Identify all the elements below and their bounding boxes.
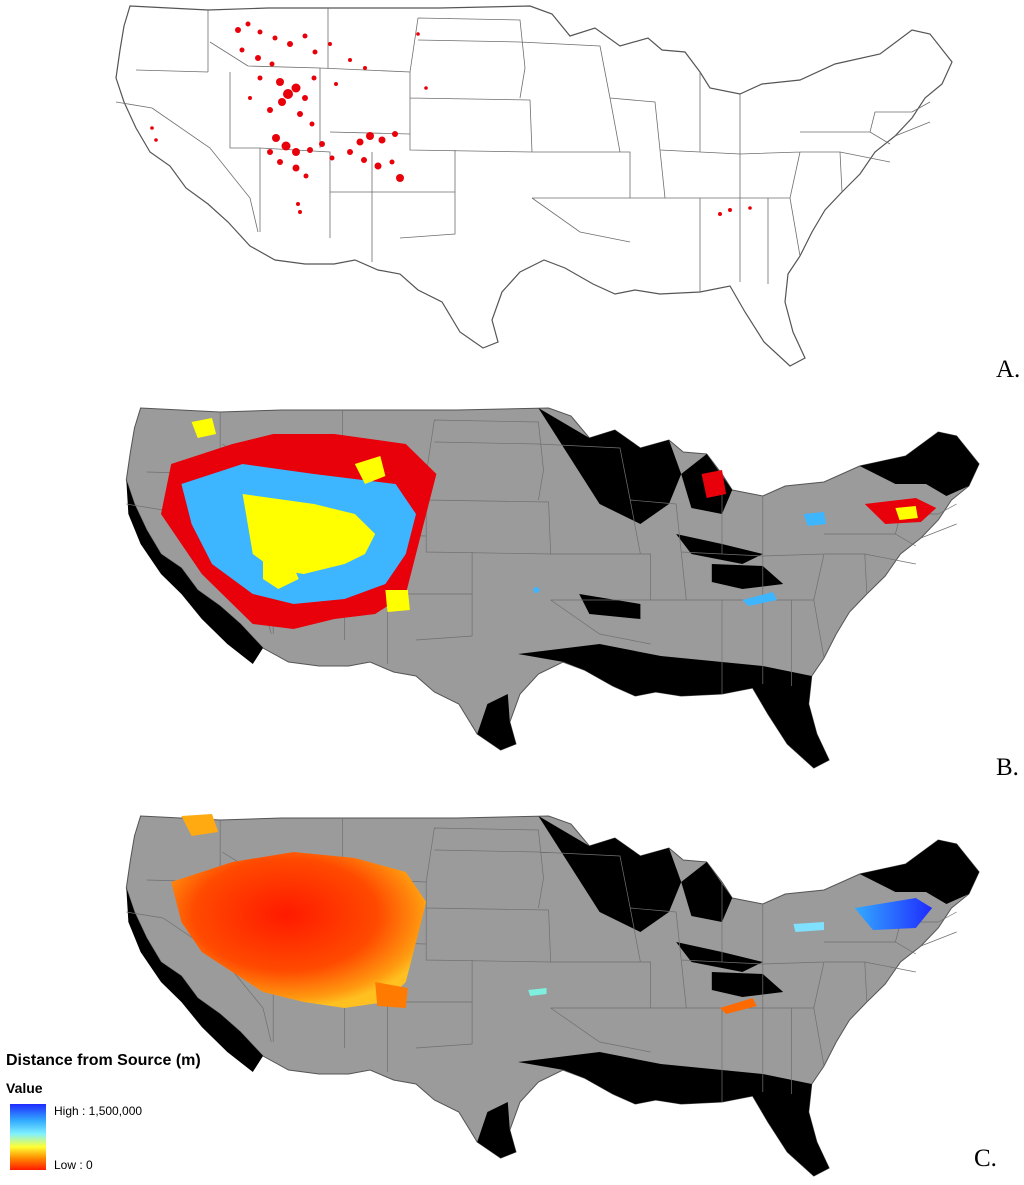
classified-suitability-map (125, 407, 980, 769)
legend-subtitle: Value (6, 1080, 43, 1096)
excluded-areas (126, 408, 980, 768)
occurrence-points (150, 21, 752, 216)
us-outline (115, 5, 953, 367)
distance-legend: Distance from Source (m) Value High : 1,… (6, 1052, 236, 1172)
legend-title: Distance from Source (m) (6, 1052, 201, 1069)
legend-low-label: Low : 0 (54, 1158, 93, 1172)
panel-a-letter: A. (996, 356, 1021, 383)
panel-c-letter: C. (974, 1145, 997, 1172)
occurrence-map (115, 5, 953, 367)
suitability-classes (161, 418, 937, 629)
panel-b-letter: B. (996, 754, 1019, 781)
distance-from-source-map (125, 814, 980, 1177)
panel-b: B. (0, 400, 1024, 796)
excluded-areas (126, 816, 980, 1176)
panel-c: C. (0, 808, 1024, 1185)
legend-high-label: High : 1,500,000 (54, 1104, 143, 1118)
color-ramp (10, 1104, 46, 1170)
panel-a: A. (0, 0, 1024, 392)
legend-ramp-row: High : 1,500,000 Low : 0 (6, 1100, 236, 1172)
distance-surface (171, 814, 933, 1014)
